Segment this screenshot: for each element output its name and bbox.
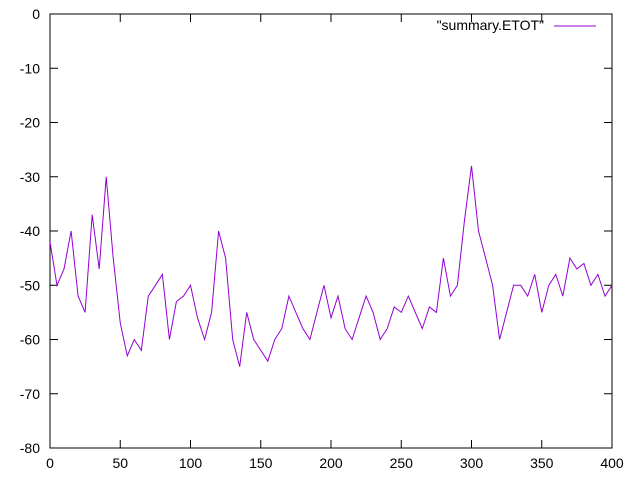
x-tick-label: 50 [112, 455, 128, 471]
axis-ticks: 0 50 100 150 200 250 300 350 400 0 -10 -20 -30 -40 -50… [20, 6, 624, 471]
series-line-summary-etot [49, 165, 613, 367]
x-tick-label: 150 [249, 455, 273, 471]
y-tick-label: -70 [20, 386, 40, 402]
y-tick-label: 0 [32, 6, 40, 22]
x-tick-label: 200 [319, 455, 343, 471]
y-tick-label: -40 [20, 223, 40, 239]
y-tick-label: -50 [20, 277, 40, 293]
x-tick-label: 400 [600, 455, 624, 471]
legend-label: "summary.ETOT" [437, 17, 544, 33]
x-tick-label: 0 [46, 455, 54, 471]
plot-frame [49, 13, 613, 449]
y-tick-label: -60 [20, 332, 40, 348]
x-tick-label: 100 [179, 455, 203, 471]
y-tick-label: -20 [20, 115, 40, 131]
x-tick-label: 300 [460, 455, 484, 471]
y-tick-label: -10 [20, 60, 40, 76]
x-tick-label: 350 [530, 455, 554, 471]
y-tick-label: -30 [20, 169, 40, 185]
y-tick-label: -80 [20, 440, 40, 456]
legend: "summary.ETOT" [437, 17, 596, 33]
x-tick-label: 250 [390, 455, 414, 471]
